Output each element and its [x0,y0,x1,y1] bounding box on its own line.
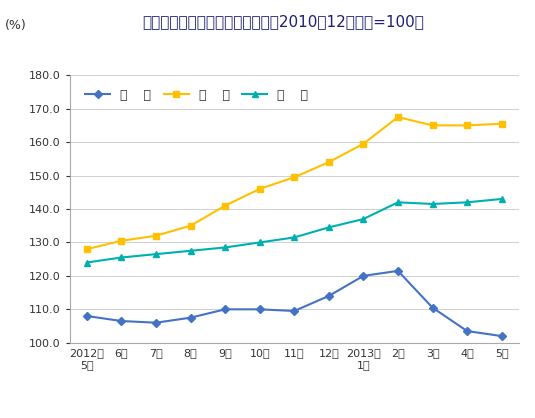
猪    肉 [395,268,401,273]
牛    肉 [499,121,505,126]
Line: 牛    肉: 牛 肉 [83,114,505,252]
牛    肉 [429,123,435,128]
猪    肉 [464,329,470,334]
羊    肉 [499,196,505,201]
牛    肉 [326,160,332,165]
羊    肉 [360,217,366,222]
羊    肉 [153,252,159,257]
猪    肉 [291,308,297,314]
牛    肉 [464,123,470,128]
牛    肉 [83,247,90,252]
牛    肉 [118,238,125,243]
牛    肉 [360,141,366,146]
羊    肉 [326,225,332,230]
猪    肉 [256,307,263,312]
牛    肉 [153,233,159,238]
羊    肉 [118,255,125,260]
牛    肉 [256,186,263,191]
猪    肉 [83,314,90,319]
牛    肉 [187,223,194,228]
猪    肉 [118,319,125,324]
猪    肉 [222,307,228,312]
羊    肉 [222,245,228,250]
Text: 猪肉、牛肉、羊肉价格变动情况（2010年12月价格=100）: 猪肉、牛肉、羊肉价格变动情况（2010年12月价格=100） [143,15,424,30]
羊    肉 [464,200,470,205]
Line: 猪    肉: 猪 肉 [83,268,505,339]
牛    肉 [291,175,297,180]
猪    肉 [499,334,505,339]
羊    肉 [256,240,263,245]
牛    肉 [222,203,228,208]
Line: 羊    肉: 羊 肉 [83,196,505,266]
猪    肉 [429,305,435,310]
羊    肉 [187,248,194,253]
Text: (%): (%) [5,19,27,32]
猪    肉 [360,273,366,278]
猪    肉 [187,315,194,320]
牛    肉 [395,115,401,120]
羊    肉 [395,200,401,205]
猪    肉 [326,293,332,298]
羊    肉 [291,235,297,240]
羊    肉 [83,260,90,265]
Legend: 猪    肉, 牛    肉, 羊    肉: 猪 肉, 牛 肉, 羊 肉 [80,84,314,107]
羊    肉 [429,201,435,206]
猪    肉 [153,320,159,325]
